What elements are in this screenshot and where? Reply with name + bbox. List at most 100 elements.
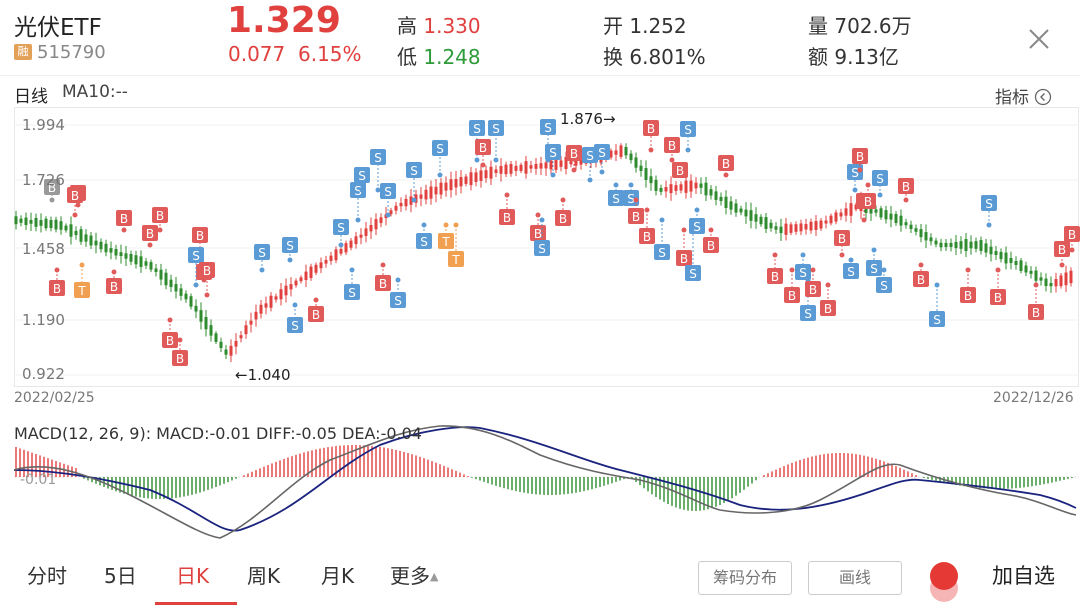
marker-badge <box>820 300 836 316</box>
marker-badge <box>188 247 204 263</box>
candle-body <box>119 252 123 257</box>
candle-body <box>824 220 828 224</box>
marker-dot <box>550 172 556 178</box>
marker-badge <box>375 275 391 291</box>
candle-body <box>884 210 888 220</box>
candle-body <box>829 215 833 224</box>
kline-chart[interactable]: BBBBBBBTBBBBBSBSSSBSSSSSBSSSSSTTSBSBBSSS… <box>0 0 1080 540</box>
marker-dot <box>443 222 449 228</box>
change-value: 0.077 <box>228 42 286 66</box>
candle-body <box>674 185 678 191</box>
margin-badge: 融 <box>14 44 32 60</box>
record-icon[interactable] <box>922 556 966 604</box>
marker-badge <box>475 139 491 155</box>
marker-label: S <box>286 239 294 253</box>
marker-badge <box>898 178 914 194</box>
change-pct: 6.15% <box>297 42 362 66</box>
marker-label: T <box>77 284 86 298</box>
marker-label: B <box>176 352 184 366</box>
candle-body <box>79 229 83 242</box>
candle-body <box>109 248 113 253</box>
marker-label: S <box>612 192 620 206</box>
candle-body <box>279 289 283 300</box>
marker-dot <box>504 192 510 198</box>
marker-label: B <box>48 181 56 195</box>
marker-label: S <box>689 267 697 281</box>
candle-body <box>329 255 333 261</box>
marker-label: S <box>538 242 546 256</box>
candle-body <box>684 180 688 193</box>
candle-body <box>644 168 648 180</box>
candle-body <box>579 157 583 165</box>
candle-body <box>179 288 183 296</box>
chip-distribution-button[interactable]: 筹码分布 <box>698 561 792 595</box>
tab-5day[interactable]: 5日 <box>104 564 137 588</box>
marker-label: B <box>824 302 832 316</box>
candle-body <box>984 243 988 253</box>
candle-body <box>39 220 43 226</box>
candle-body <box>989 246 993 255</box>
marker-label: S <box>684 123 692 137</box>
tab-weekly-k[interactable]: 周K <box>247 564 281 588</box>
candle-body <box>1009 257 1013 264</box>
candle-body <box>469 172 473 186</box>
marker-badge <box>172 350 188 366</box>
marker-label: S <box>693 220 701 234</box>
tab-monthly-k[interactable]: 月K <box>321 564 355 588</box>
candle-body <box>114 248 118 256</box>
candle-body <box>19 218 23 223</box>
marker-dot <box>355 217 361 223</box>
add-watchlist-button[interactable]: 加自选 <box>992 564 1055 588</box>
candle-body <box>369 225 373 232</box>
amount-value: 9.13亿 <box>834 45 899 69</box>
marker-badge <box>432 140 448 156</box>
volume-value: 702.6万 <box>834 14 912 38</box>
candle-body <box>29 219 33 224</box>
marker-badge <box>566 145 582 161</box>
marker-label: B <box>809 283 817 297</box>
stock-code: 515790 <box>37 42 106 63</box>
indicator-button[interactable]: 指标 <box>995 83 1052 108</box>
tab-intraday[interactable]: 分时 <box>27 564 67 588</box>
candle-body <box>229 345 233 356</box>
marker-dot <box>359 187 365 193</box>
marker-label: B <box>707 239 715 253</box>
tab-more[interactable]: 更多▲ <box>390 560 438 589</box>
candle-body <box>809 221 813 231</box>
amount-label: 额 <box>808 45 828 69</box>
marker-badge <box>282 237 298 253</box>
marker-badge <box>406 162 422 178</box>
candle-body <box>764 217 768 229</box>
end-date: 2022/12/26 <box>993 390 1074 406</box>
marker-badge <box>866 260 882 276</box>
marker-dot <box>338 242 344 248</box>
marker-badge <box>106 278 122 294</box>
candle-body <box>634 157 638 168</box>
marker-label: S <box>374 151 382 165</box>
candle-body <box>899 215 903 226</box>
kline-chart-frame[interactable] <box>14 107 1079 387</box>
candle-body <box>224 349 228 355</box>
candle-body <box>619 145 623 157</box>
candle-body <box>1064 272 1068 286</box>
marker-label: S <box>354 184 362 198</box>
close-icon[interactable] <box>1028 28 1050 50</box>
candle-body <box>704 182 708 196</box>
tab-daily-k[interactable]: 日K <box>176 564 210 588</box>
candle-body <box>759 216 763 225</box>
draw-line-button[interactable]: 画线 <box>808 561 902 595</box>
divider <box>0 75 1080 76</box>
candle-body <box>339 248 343 254</box>
candle-body <box>44 218 48 229</box>
candle-body <box>314 264 318 273</box>
marker-dot <box>474 157 480 163</box>
candle-body <box>494 169 498 173</box>
marker-badge <box>960 287 976 303</box>
marker-badge <box>380 183 396 199</box>
candle-body <box>374 219 378 230</box>
candle-body <box>514 165 518 171</box>
low-annotation: ←1.040 <box>235 366 291 384</box>
candle-body <box>449 179 453 191</box>
marker-dot <box>177 337 183 343</box>
candle-body <box>639 165 643 171</box>
